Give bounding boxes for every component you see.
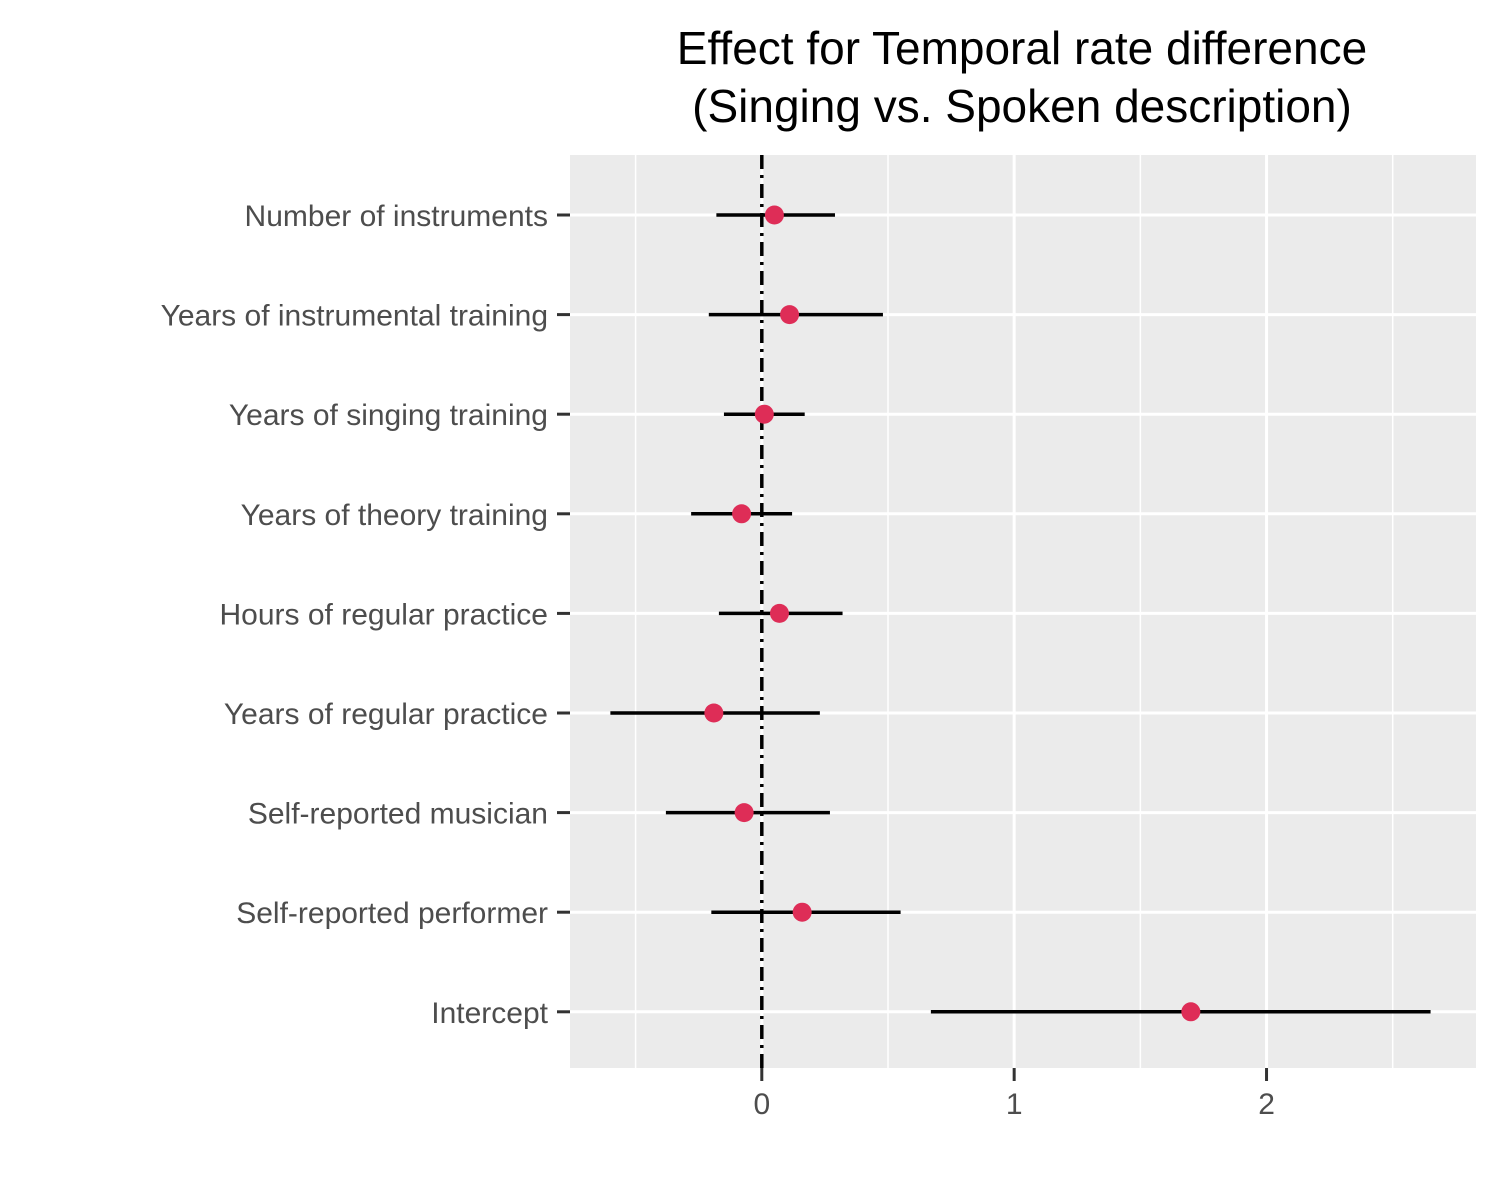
minor-gridlines [634, 155, 1394, 1068]
estimate-point-6 [734, 803, 754, 823]
x-axis: 0 1 2 [753, 1068, 1275, 1121]
chart-title-line-2: (Singing vs. Spoken description) [692, 80, 1352, 132]
category-label-3: Years of theory training [241, 499, 548, 532]
x-tick-label-0: 0 [753, 1088, 770, 1121]
estimate-point-2 [754, 404, 774, 424]
estimate-point-3 [732, 504, 752, 524]
category-label-1: Years of instrumental training [161, 300, 548, 333]
category-label-6: Self-reported musician [248, 798, 548, 831]
category-label-2: Years of singing training [229, 399, 548, 432]
point-estimates [704, 205, 1201, 1022]
category-label-4: Hours of regular practice [220, 598, 548, 631]
category-label-8: Intercept [431, 997, 548, 1030]
estimate-point-4 [769, 603, 789, 623]
estimate-point-8 [1181, 1002, 1201, 1022]
x-tick-label-2: 2 [1258, 1088, 1275, 1121]
estimate-point-0 [764, 205, 784, 225]
category-label-0: Number of instruments [245, 200, 548, 233]
category-label-5: Years of regular practice [224, 698, 548, 731]
chart-title-line-1: Effect for Temporal rate difference [677, 22, 1367, 74]
plot-panel [570, 155, 1476, 1068]
estimate-point-1 [780, 305, 800, 325]
estimate-point-5 [704, 703, 724, 723]
estimate-point-7 [792, 902, 812, 922]
y-axis: Number of instruments Years of instrument… [161, 200, 570, 1030]
category-label-7: Self-reported performer [236, 897, 548, 930]
x-tick-label-1: 1 [1006, 1088, 1023, 1121]
